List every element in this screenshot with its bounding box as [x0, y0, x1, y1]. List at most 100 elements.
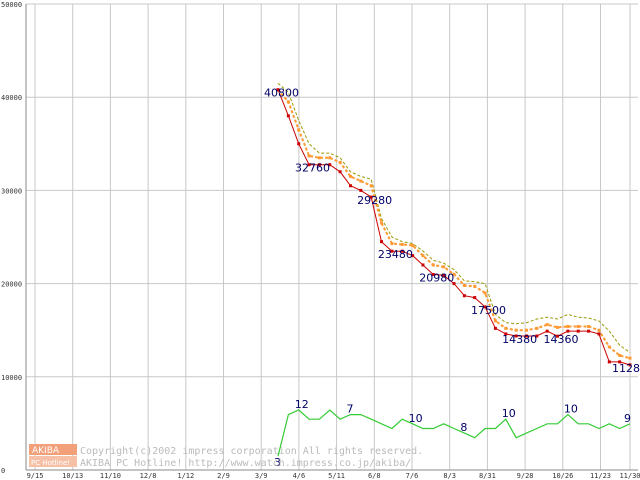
min-price-point	[587, 329, 591, 333]
min-price-point	[338, 170, 342, 174]
min-price-point	[286, 114, 290, 118]
logo-text-top: AKIBA	[32, 446, 60, 456]
min-price-point	[607, 360, 611, 364]
copyright-line-1: Copyright(c)2002 impress corporation All…	[80, 446, 423, 457]
avg-price-point	[348, 174, 352, 178]
x-tick-label: 9/28	[517, 472, 534, 480]
min-price-point	[442, 273, 446, 277]
avg-price-point	[369, 184, 373, 188]
avg-price-point	[307, 154, 311, 158]
min-price-point	[431, 272, 435, 276]
avg-price-point	[338, 160, 342, 164]
x-tick-label: 7/6	[406, 472, 419, 480]
min-price-point	[359, 188, 363, 192]
min-price-point	[545, 329, 549, 333]
x-tick-label: 8/3	[443, 472, 456, 480]
avg-price-point	[462, 283, 466, 287]
min-price-point	[462, 294, 466, 298]
min-price-point	[369, 195, 373, 199]
price-data-label: 32760	[295, 162, 330, 175]
x-tick-label: 10/26	[552, 472, 573, 480]
y-tick-label: 30000	[1, 187, 22, 195]
avg-price-point	[483, 291, 487, 295]
min-price-point	[348, 184, 352, 188]
min-price-point	[483, 305, 487, 309]
max-price-line	[277, 82, 631, 354]
x-tick-label: 11/30	[619, 472, 640, 480]
min-price-point	[452, 282, 456, 286]
avg-price-line	[277, 89, 631, 360]
avg-price-point	[286, 100, 290, 104]
y-tick-label: 40000	[1, 94, 22, 102]
x-tick-label: 12/8	[140, 472, 157, 480]
avg-price-point	[317, 156, 321, 160]
avg-price-point	[328, 156, 332, 160]
min-price-point	[421, 263, 425, 267]
avg-price-point	[545, 323, 549, 327]
series-layer	[276, 82, 632, 457]
avg-price-point	[556, 325, 560, 329]
avg-price-point	[400, 242, 404, 246]
x-tick-label: 11/23	[590, 472, 611, 480]
avg-price-point	[431, 263, 435, 267]
shop-count-data-label: 8	[460, 421, 467, 434]
min-price-point	[504, 332, 508, 336]
price-data-label: 20980	[419, 271, 454, 284]
avg-price-point	[618, 353, 622, 357]
avg-price-point	[411, 243, 415, 247]
avg-price-point	[535, 326, 539, 330]
y-axis-tick-labels: 0 10000 20000 30000 40000 50000	[1, 1, 22, 475]
x-tick-label: 3/9	[255, 472, 268, 480]
min-price-point	[390, 249, 394, 253]
price-data-label: 14360	[544, 333, 579, 346]
min-price-point	[576, 329, 580, 333]
avg-price-point	[380, 221, 384, 225]
logo-bottom-block	[29, 456, 77, 467]
avg-price-point	[390, 242, 394, 246]
avg-price-point	[628, 356, 632, 360]
min-price-point	[473, 296, 477, 300]
min-price-point	[524, 334, 528, 338]
min-price-point	[380, 240, 384, 244]
avg-price-point	[566, 324, 570, 328]
avg-price-point	[359, 179, 363, 183]
x-tick-label: 5/11	[328, 472, 345, 480]
logo-top-block	[29, 444, 77, 455]
min-price-point	[556, 334, 560, 338]
min-price-line	[277, 89, 631, 366]
min-price-point	[276, 88, 280, 92]
min-price-point	[317, 163, 321, 167]
x-tick-label: 6/8	[368, 472, 381, 480]
avg-price-point	[421, 254, 425, 258]
price-data-label: 29280	[357, 194, 392, 207]
shop-count-data-label: 7	[346, 403, 353, 416]
shop-count-data-label: 12	[295, 398, 309, 411]
min-price-point	[297, 142, 301, 146]
akiba-logo: AKIBA PC Hotline!	[29, 444, 77, 467]
shop-count-line	[277, 409, 631, 457]
shop-count-data-label: 10	[564, 403, 578, 416]
shop-count-data-label: 10	[502, 407, 516, 420]
avg-price-point	[473, 284, 477, 288]
min-price-point	[328, 163, 332, 167]
min-price-point	[514, 334, 518, 338]
shop-count-data-label: 10	[409, 412, 423, 425]
min-price-point	[597, 332, 601, 336]
price-data-label: 40800	[264, 87, 299, 100]
min-price-point	[566, 329, 570, 333]
chart-axes	[25, 4, 638, 471]
y-tick-label: 20000	[1, 281, 22, 289]
min-price-point	[618, 360, 622, 364]
avg-price-point	[607, 345, 611, 349]
shop-count-data-label: 9	[624, 412, 631, 425]
x-tick-label: 10/13	[62, 472, 83, 480]
price-data-label: 23480	[378, 248, 413, 261]
x-tick-label: 4/6	[293, 472, 306, 480]
min-price-point	[307, 163, 311, 167]
chart-grid	[26, 3, 638, 471]
copyright-line-2: AKIBA PC Hotline! http://www.watch.impre…	[80, 458, 411, 469]
x-axis-tick-labels: 9/15 10/13 11/10 12/8 1/12 2/9 3/9 4/6 5/11 6/8 7/…	[27, 472, 640, 480]
avg-price-point	[524, 328, 528, 332]
